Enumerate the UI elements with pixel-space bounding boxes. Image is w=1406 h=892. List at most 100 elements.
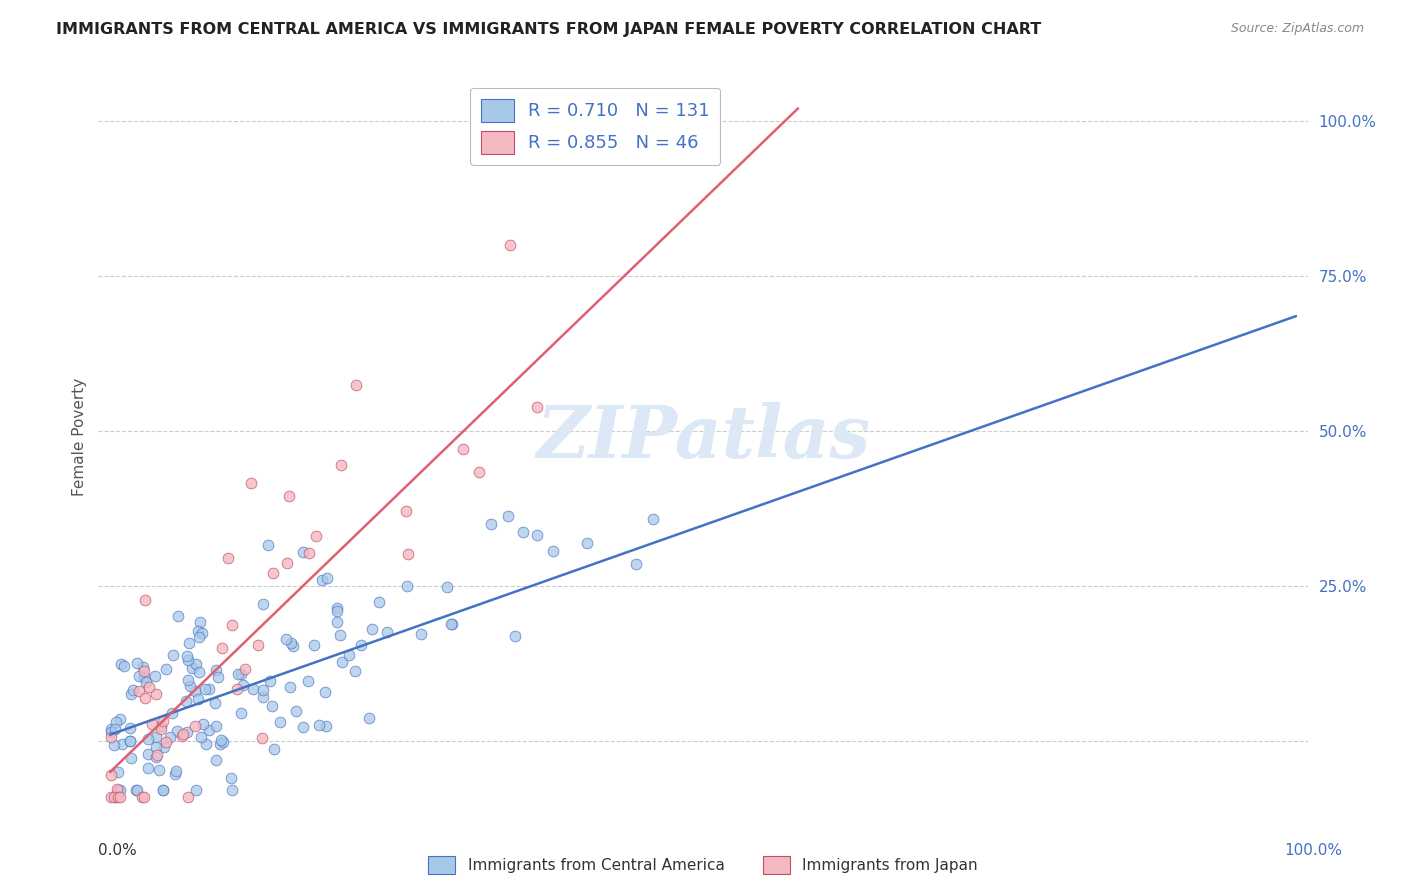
Point	[172, 727, 194, 741]
Point	[177, 789, 200, 804]
Point	[326, 615, 349, 629]
Point	[503, 629, 526, 643]
Point	[209, 738, 232, 752]
Point	[170, 730, 193, 744]
Point	[120, 734, 142, 748]
Point	[367, 595, 389, 609]
Point	[344, 378, 367, 392]
Point	[195, 737, 218, 751]
Point	[276, 556, 298, 570]
Point	[280, 636, 302, 650]
Point	[350, 638, 373, 652]
Point	[177, 653, 200, 667]
Point	[198, 681, 221, 696]
Point	[107, 783, 129, 797]
Point	[104, 722, 127, 736]
Point	[194, 682, 217, 697]
Point	[187, 665, 209, 679]
Point	[291, 720, 314, 734]
Point	[204, 696, 226, 710]
Point	[240, 476, 263, 491]
Point	[155, 662, 177, 676]
Point	[110, 657, 132, 671]
Point	[252, 683, 274, 698]
Point	[177, 673, 200, 687]
Point	[395, 504, 418, 518]
Point	[184, 783, 207, 797]
Point	[284, 704, 307, 718]
Point	[118, 734, 141, 748]
Point	[191, 626, 214, 640]
Point	[337, 648, 360, 662]
Point	[262, 566, 284, 580]
Point	[103, 738, 125, 752]
Point	[643, 512, 665, 526]
Point	[204, 663, 226, 677]
Legend: R = 0.710   N = 131, R = 0.855   N = 46: R = 0.710 N = 131, R = 0.855 N = 46	[470, 87, 720, 165]
Point	[181, 661, 204, 675]
Point	[176, 725, 198, 739]
Point	[152, 714, 174, 729]
Point	[183, 719, 205, 733]
Point	[344, 665, 367, 679]
Point	[162, 648, 184, 662]
Point	[209, 733, 232, 747]
Point	[315, 719, 337, 733]
Point	[325, 600, 347, 615]
Point	[395, 579, 418, 593]
Point	[107, 789, 129, 804]
Point	[134, 690, 156, 705]
Point	[179, 636, 201, 650]
Point	[153, 739, 176, 754]
Point	[143, 669, 166, 683]
Point	[138, 747, 160, 762]
Point	[291, 545, 314, 559]
Point	[278, 680, 301, 694]
Point	[226, 681, 249, 696]
Point	[141, 716, 163, 731]
Point	[308, 718, 330, 732]
Point	[256, 537, 278, 551]
Point	[187, 630, 209, 644]
Point	[298, 546, 321, 560]
Point	[155, 735, 177, 749]
Point	[314, 685, 336, 699]
Point	[107, 765, 129, 780]
Point	[329, 458, 352, 472]
Text: IMMIGRANTS FROM CENTRAL AMERICA VS IMMIGRANTS FROM JAPAN FEMALE POVERTY CORRELAT: IMMIGRANTS FROM CENTRAL AMERICA VS IMMIG…	[56, 22, 1042, 37]
Point	[576, 536, 599, 550]
Point	[125, 783, 148, 797]
Point	[359, 711, 381, 725]
Point	[120, 687, 142, 701]
Point	[375, 625, 398, 640]
Point	[135, 675, 157, 690]
Point	[100, 725, 122, 739]
Point	[211, 641, 233, 656]
Point	[219, 771, 242, 785]
Point	[145, 749, 167, 764]
Point	[190, 730, 212, 744]
Point	[252, 597, 274, 611]
Point	[281, 640, 304, 654]
Point	[498, 509, 520, 524]
Point	[136, 731, 159, 746]
Point	[128, 683, 150, 698]
Point	[440, 617, 463, 632]
Point	[122, 683, 145, 698]
Point	[226, 667, 249, 681]
Text: Source: ZipAtlas.com: Source: ZipAtlas.com	[1230, 22, 1364, 36]
Point	[145, 740, 167, 755]
Point	[103, 789, 125, 804]
Point	[160, 706, 183, 720]
Point	[250, 731, 273, 745]
Point	[316, 571, 339, 585]
Point	[526, 400, 548, 414]
Point	[198, 723, 221, 738]
Point	[242, 681, 264, 696]
Point	[232, 678, 254, 692]
Point	[277, 489, 299, 503]
Text: 100.0%: 100.0%	[1285, 843, 1343, 858]
Point	[184, 684, 207, 698]
Point	[152, 783, 174, 797]
Point	[207, 670, 229, 684]
